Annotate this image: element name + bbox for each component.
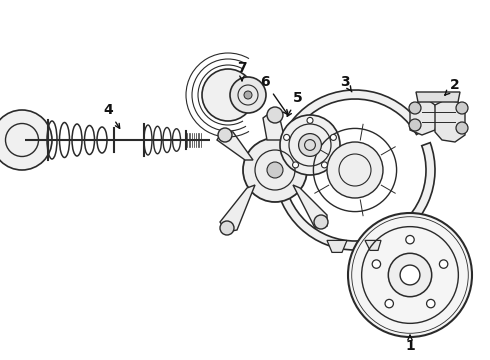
Polygon shape bbox=[220, 185, 255, 232]
Polygon shape bbox=[217, 130, 253, 160]
Circle shape bbox=[327, 142, 383, 198]
Polygon shape bbox=[365, 240, 381, 251]
Polygon shape bbox=[410, 100, 438, 135]
Circle shape bbox=[218, 128, 232, 142]
Circle shape bbox=[298, 134, 321, 156]
Circle shape bbox=[267, 107, 283, 123]
Circle shape bbox=[427, 300, 435, 308]
Circle shape bbox=[220, 221, 234, 235]
Circle shape bbox=[388, 253, 432, 297]
Circle shape bbox=[202, 69, 254, 121]
Text: 1: 1 bbox=[405, 336, 415, 353]
Text: 5: 5 bbox=[287, 91, 303, 116]
Polygon shape bbox=[293, 185, 327, 228]
Circle shape bbox=[0, 110, 52, 170]
Circle shape bbox=[409, 119, 421, 131]
Circle shape bbox=[348, 213, 472, 337]
Wedge shape bbox=[275, 90, 435, 250]
Circle shape bbox=[244, 91, 252, 99]
Polygon shape bbox=[327, 240, 347, 252]
Text: 2: 2 bbox=[445, 78, 460, 95]
Text: 4: 4 bbox=[103, 103, 120, 129]
Circle shape bbox=[314, 215, 328, 229]
Polygon shape bbox=[416, 92, 460, 102]
Circle shape bbox=[307, 117, 313, 123]
Circle shape bbox=[372, 260, 381, 268]
Polygon shape bbox=[435, 100, 465, 142]
Circle shape bbox=[385, 300, 393, 308]
Circle shape bbox=[440, 260, 448, 268]
Circle shape bbox=[456, 122, 468, 134]
Circle shape bbox=[330, 134, 337, 140]
Text: 6: 6 bbox=[260, 75, 288, 114]
Circle shape bbox=[280, 115, 340, 175]
Circle shape bbox=[267, 162, 283, 178]
Circle shape bbox=[230, 77, 266, 113]
Circle shape bbox=[293, 162, 298, 168]
Circle shape bbox=[243, 138, 307, 202]
Circle shape bbox=[284, 134, 290, 140]
Circle shape bbox=[400, 265, 420, 285]
Circle shape bbox=[456, 102, 468, 114]
Circle shape bbox=[321, 162, 327, 168]
Text: 7: 7 bbox=[237, 61, 247, 81]
Circle shape bbox=[406, 235, 414, 244]
Text: 3: 3 bbox=[340, 75, 352, 92]
Circle shape bbox=[409, 102, 421, 114]
Polygon shape bbox=[263, 112, 285, 140]
